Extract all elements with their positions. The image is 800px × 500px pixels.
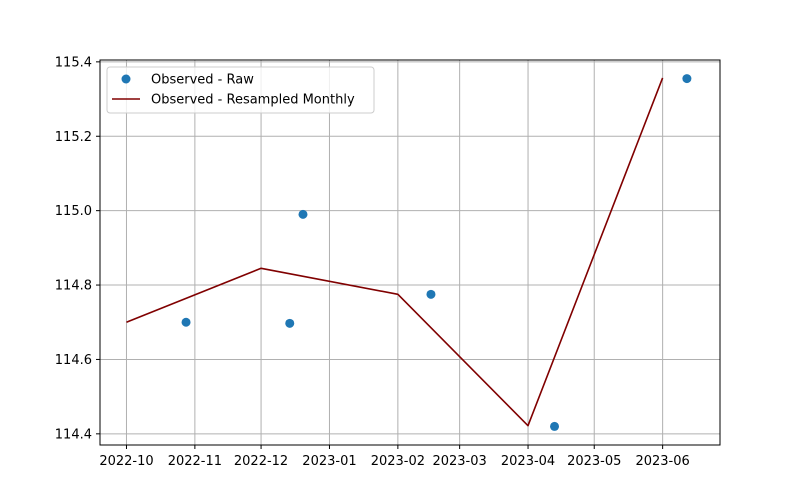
axes: 2022-10 2022-11 2022-12 2023-01 2023-02 2023-…	[55, 55, 690, 469]
legend-marker-raw	[121, 74, 131, 84]
series-line-resampled-monthly	[126, 77, 664, 427]
x-tick-label: 2022-11	[168, 454, 222, 469]
x-tick-label: 2022-12	[234, 454, 288, 469]
legend-box	[106, 66, 375, 114]
x-tick-label: 2022-10	[99, 454, 153, 469]
scatter-point-raw	[682, 74, 692, 84]
grid	[100, 60, 720, 445]
y-tick-label: 114.8	[55, 279, 92, 294]
x-tick-label: 2023-03	[432, 454, 486, 469]
x-tick-label: 2023-05	[567, 454, 621, 469]
y-tick-label: 114.6	[55, 353, 92, 368]
scatter-point-raw	[181, 317, 191, 327]
plot-frame	[99, 59, 721, 446]
scatter-point-raw	[285, 318, 295, 328]
legend-label: Observed - Raw	[151, 73, 254, 88]
series-layer	[126, 74, 692, 431]
legend: Observed - Raw Observed - Resampled Month…	[106, 66, 375, 114]
y-tick-label: 115.4	[55, 55, 92, 70]
legend-label: Observed - Resampled Monthly	[151, 93, 355, 108]
y-tick-label: 115.2	[55, 130, 92, 145]
scatter-point-raw	[550, 421, 560, 431]
x-tick-label: 2023-01	[302, 454, 356, 469]
x-tick-label: 2023-06	[635, 454, 689, 469]
x-tick-label: 2023-04	[501, 454, 555, 469]
scatter-point-raw	[298, 209, 308, 219]
y-tick-label: 115.0	[55, 204, 92, 219]
scatter-point-raw	[426, 289, 436, 299]
y-tick-label: 114.4	[55, 427, 92, 442]
x-tick-label: 2023-02	[371, 454, 425, 469]
